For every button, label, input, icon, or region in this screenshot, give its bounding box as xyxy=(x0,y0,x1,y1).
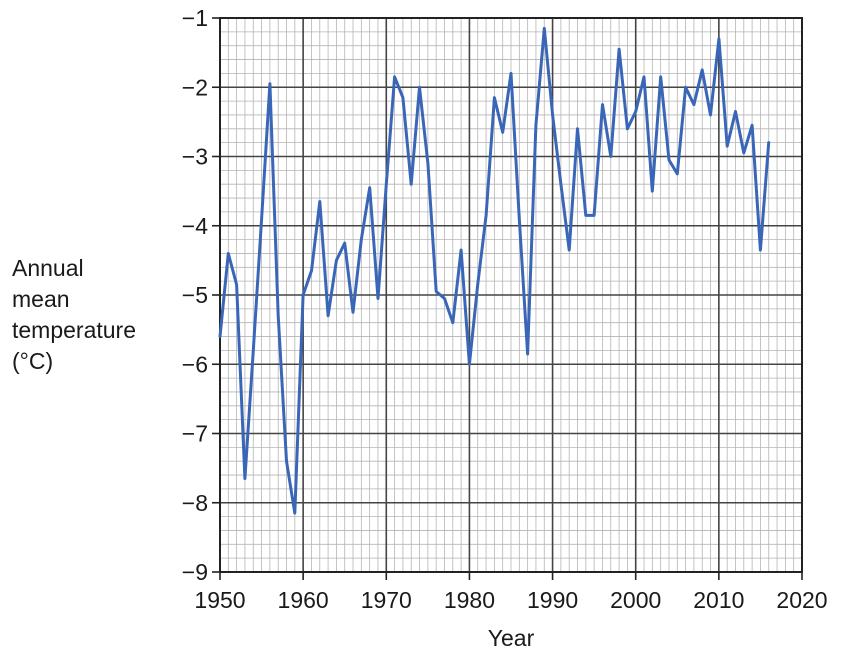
x-tick-label: 1980 xyxy=(444,587,495,613)
y-tick-label: −1 xyxy=(182,5,208,31)
y-tick-label: −8 xyxy=(182,490,208,516)
y-axis: −1 −2 −3 −4 −5 −6 −7 −8 −9 xyxy=(182,5,220,585)
y-axis-title-line: (°C) xyxy=(12,348,53,374)
series-layer xyxy=(218,26,771,515)
x-tick-label: 1970 xyxy=(361,587,412,613)
x-tick-label: 2020 xyxy=(776,587,827,613)
x-tick-label: 1950 xyxy=(194,587,245,613)
y-axis-title-line: temperature xyxy=(12,317,136,343)
y-tick-label: −9 xyxy=(182,559,208,585)
x-tick-label: 1990 xyxy=(527,587,578,613)
y-tick-label: −4 xyxy=(182,213,208,239)
y-axis-title: Annual mean temperature (°C) xyxy=(12,255,136,374)
x-tick-label: 1960 xyxy=(278,587,329,613)
y-tick-label: −3 xyxy=(182,144,208,170)
y-tick-label: −7 xyxy=(182,421,208,447)
x-axis-title: Year xyxy=(488,625,535,651)
y-axis-title-line: mean xyxy=(12,286,70,312)
y-axis-title-line: Annual xyxy=(12,255,84,281)
y-tick-label: −5 xyxy=(182,282,208,308)
y-tick-label: −6 xyxy=(182,351,208,377)
x-tick-label: 2010 xyxy=(693,587,744,613)
x-axis: 1950 1960 1970 1980 1990 2000 2010 2020 xyxy=(194,572,828,613)
series-line xyxy=(218,26,771,515)
y-tick-label: −2 xyxy=(182,74,208,100)
x-tick-label: 2000 xyxy=(610,587,661,613)
